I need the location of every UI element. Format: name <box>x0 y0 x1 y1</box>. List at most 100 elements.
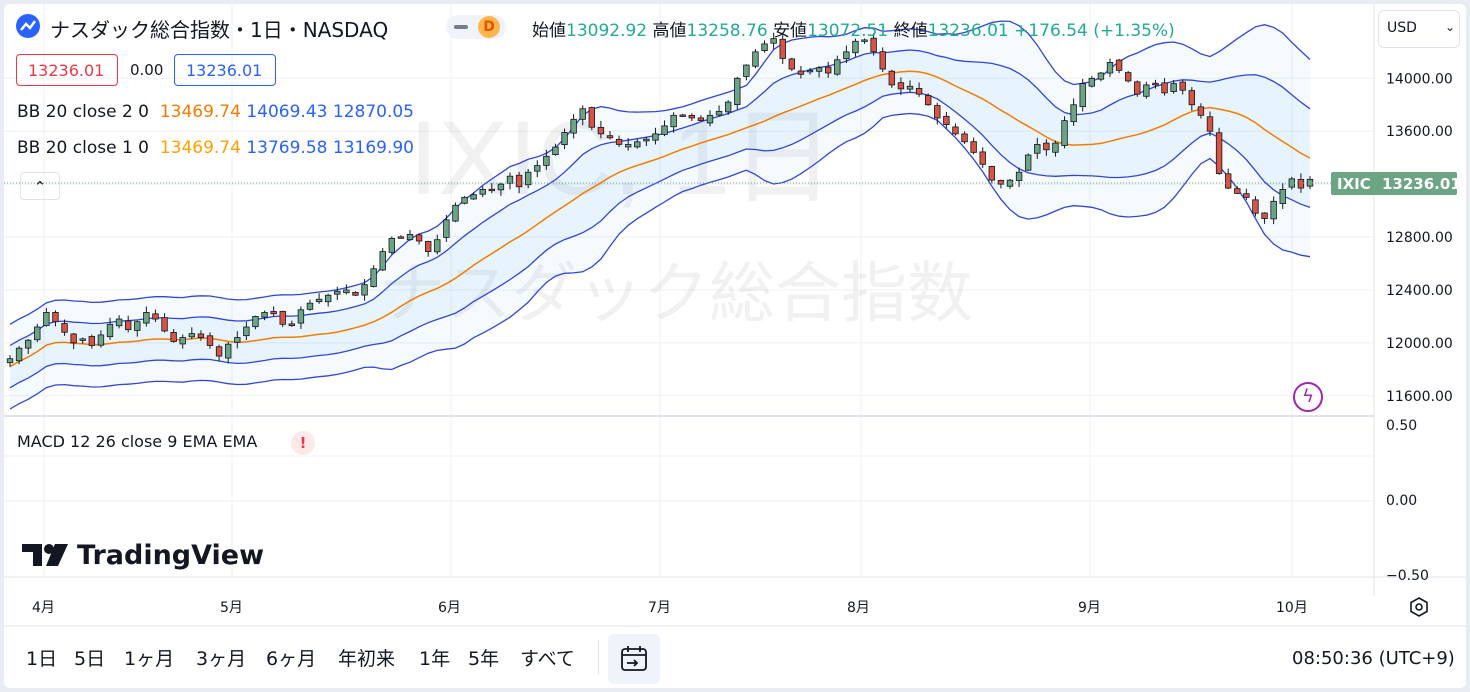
candle[interactable] <box>434 234 441 255</box>
candle[interactable] <box>1188 87 1196 111</box>
candle[interactable] <box>206 332 214 349</box>
candle[interactable] <box>661 120 668 137</box>
candle[interactable] <box>1243 188 1250 200</box>
candle[interactable] <box>88 334 96 349</box>
candle[interactable] <box>1061 116 1068 149</box>
candle[interactable] <box>315 293 323 304</box>
candle[interactable] <box>34 323 41 343</box>
candle[interactable] <box>752 49 759 69</box>
candle[interactable] <box>606 130 614 140</box>
candle[interactable] <box>415 233 423 245</box>
price-axis[interactable]: 14000.00 13600.00 12800.00 12400.00 12000.00… <box>1386 71 1453 404</box>
candle[interactable] <box>243 321 250 341</box>
candle[interactable] <box>143 306 150 327</box>
candle[interactable] <box>497 182 505 196</box>
candles-series[interactable] <box>6 32 1314 367</box>
currency-select[interactable]: USD ⌄ <box>1378 10 1460 48</box>
candle[interactable] <box>270 306 277 317</box>
candle[interactable] <box>279 310 286 328</box>
candle[interactable] <box>534 160 541 178</box>
candle[interactable] <box>952 123 959 136</box>
candle[interactable] <box>924 93 932 106</box>
candle[interactable] <box>306 299 314 311</box>
macd-legend[interactable]: MACD 12 26 close 9 EMA EMA <box>17 432 258 451</box>
symbol-title[interactable]: ナスダック総合指数・1日・NASDAQ <box>50 18 389 42</box>
candle[interactable] <box>1124 71 1132 83</box>
goto-date-button[interactable] <box>608 634 660 684</box>
lightning-icon[interactable]: ϟ <box>1293 382 1323 412</box>
candle[interactable] <box>815 66 823 78</box>
candle[interactable] <box>852 38 859 57</box>
candle[interactable] <box>597 120 605 139</box>
buy-button[interactable]: 13236.01 <box>174 54 276 86</box>
candle[interactable] <box>1261 212 1268 224</box>
candle[interactable] <box>97 330 105 348</box>
candle[interactable] <box>1270 196 1277 225</box>
bb2-legend[interactable]: BB 20 close 2 0 13469.74 14069.43 12870.… <box>17 102 414 122</box>
candle[interactable] <box>479 186 486 198</box>
candle[interactable] <box>624 138 632 151</box>
candle[interactable] <box>1015 167 1023 187</box>
bb1-legend[interactable]: BB 20 close 1 0 13469.74 13769.58 13169.… <box>17 138 414 158</box>
candle[interactable] <box>779 32 786 64</box>
range-button-0[interactable]: 1日 <box>26 648 58 670</box>
candle[interactable] <box>706 110 714 127</box>
candle[interactable] <box>1206 111 1214 136</box>
candle[interactable] <box>988 165 996 184</box>
candle[interactable] <box>343 284 350 295</box>
candle[interactable] <box>170 329 177 343</box>
candle[interactable] <box>134 320 141 337</box>
candle[interactable] <box>561 128 568 150</box>
candle[interactable] <box>1088 76 1096 88</box>
candle[interactable] <box>388 236 396 255</box>
candle[interactable] <box>915 82 923 97</box>
candle[interactable] <box>552 143 559 156</box>
candle[interactable] <box>770 32 777 50</box>
candle[interactable] <box>461 196 468 205</box>
candle[interactable] <box>43 307 50 327</box>
candle[interactable] <box>1215 127 1223 175</box>
bb-basis-line[interactable] <box>9 70 1311 368</box>
candle[interactable] <box>888 69 896 88</box>
range-button-7[interactable]: 5年 <box>468 648 500 670</box>
candle[interactable] <box>361 279 368 301</box>
candle[interactable] <box>334 286 341 301</box>
candle[interactable] <box>670 112 677 133</box>
candle[interactable] <box>197 330 205 341</box>
candle[interactable] <box>443 214 450 242</box>
candle[interactable] <box>1252 196 1259 217</box>
range-button-4[interactable]: 6ヶ月 <box>266 648 317 670</box>
candle[interactable] <box>297 306 305 329</box>
candle[interactable] <box>70 333 77 350</box>
candle[interactable] <box>943 112 950 129</box>
candle[interactable] <box>870 33 877 56</box>
candle[interactable] <box>1115 58 1123 74</box>
candle[interactable] <box>406 230 414 241</box>
candle[interactable] <box>1043 139 1050 156</box>
candle[interactable] <box>1024 153 1032 171</box>
candle[interactable] <box>79 337 86 344</box>
range-button-2[interactable]: 1ヶ月 <box>124 648 175 670</box>
range-button-8[interactable]: すべて <box>520 648 575 670</box>
candle[interactable] <box>15 346 23 365</box>
range-button-1[interactable]: 5日 <box>74 648 106 670</box>
candle[interactable] <box>470 192 477 200</box>
candle[interactable] <box>506 172 514 190</box>
candle[interactable] <box>215 344 223 362</box>
candle[interactable] <box>452 202 459 223</box>
candle[interactable] <box>261 310 268 321</box>
bb1-lower-line[interactable] <box>9 91 1311 389</box>
time-axis[interactable]: 4月 5月 6月 7月 8月 9月 10月 <box>32 600 1308 616</box>
candle[interactable] <box>743 64 750 81</box>
candle[interactable] <box>152 309 159 323</box>
candle[interactable] <box>652 127 659 145</box>
candle[interactable] <box>115 315 123 329</box>
range-button-5[interactable]: 年初来 <box>338 648 396 670</box>
candle[interactable] <box>379 248 386 271</box>
candle[interactable] <box>588 106 596 131</box>
candle[interactable] <box>970 137 977 155</box>
candle[interactable] <box>6 355 14 367</box>
candle[interactable] <box>52 310 59 327</box>
candle[interactable] <box>1152 79 1159 89</box>
candle[interactable] <box>524 169 532 189</box>
